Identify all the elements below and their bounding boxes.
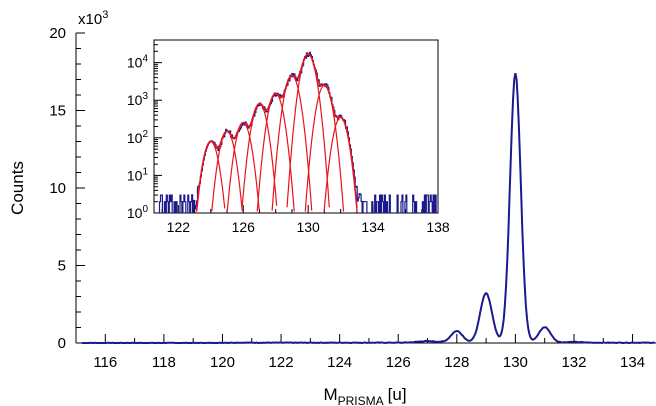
- inset-y-tick-label: 100: [127, 204, 149, 221]
- inset-y-tick-label: 102: [127, 129, 149, 146]
- main-x-tick-label: 122: [269, 354, 294, 371]
- inset-background: [153, 39, 439, 214]
- x-axis-title: MPRISMA [u]: [323, 385, 406, 406]
- inset-fit-sum: [195, 53, 358, 212]
- main-y-tick-label: 10: [49, 180, 66, 197]
- main-x-tick-label: 120: [210, 354, 235, 371]
- main-y-tick-label: 0: [58, 335, 66, 352]
- inset-y-ticks: 100 101 102 103 104: [127, 39, 162, 221]
- main-y-tick-label: 15: [49, 103, 66, 120]
- main-x-tick-label: 134: [620, 354, 645, 371]
- main-x-tick-label: 130: [503, 354, 528, 371]
- y-multiplier: x103: [78, 9, 108, 28]
- main-y-tick-label: 20: [49, 25, 66, 42]
- main-x-tick-label: 128: [444, 354, 469, 371]
- inset-x-tick-label: 134: [361, 219, 385, 235]
- inset-x-tick-label: 122: [167, 219, 191, 235]
- inset-plot: 100 101 102 103 104 122 126 130 134 138: [127, 39, 450, 235]
- main-y-tick-label: 5: [58, 258, 66, 275]
- main-x-tick-label: 124: [327, 354, 352, 371]
- inset-x-tick-label: 138: [426, 219, 450, 235]
- inset-x-tick-label: 126: [232, 219, 256, 235]
- main-x-tick-label: 116: [93, 354, 117, 371]
- main-x-tick-label: 118: [152, 354, 176, 371]
- y-axis-title: Counts: [8, 161, 27, 215]
- inset-y-tick-label: 103: [127, 91, 149, 108]
- main-y-ticks: 0 5 10 15 20: [49, 25, 85, 352]
- inset-x-tick-label: 130: [296, 219, 320, 235]
- inset-y-tick-label: 101: [127, 166, 149, 183]
- inset-y-tick-label: 104: [127, 54, 149, 71]
- main-series-line: [81, 73, 655, 345]
- main-x-tick-label: 126: [386, 354, 411, 371]
- inset-x-ticks: 122 126 130 134 138: [161, 205, 450, 235]
- main-x-ticks: 116 118 120 122 124 126 128 130 132 134: [75, 334, 645, 371]
- main-x-tick-label: 132: [561, 354, 586, 371]
- main-plot: 0 5 10 15 20 116 118 120 122 124 126 128 130 132 134: [49, 25, 656, 371]
- inset-fit-curves: [195, 53, 358, 212]
